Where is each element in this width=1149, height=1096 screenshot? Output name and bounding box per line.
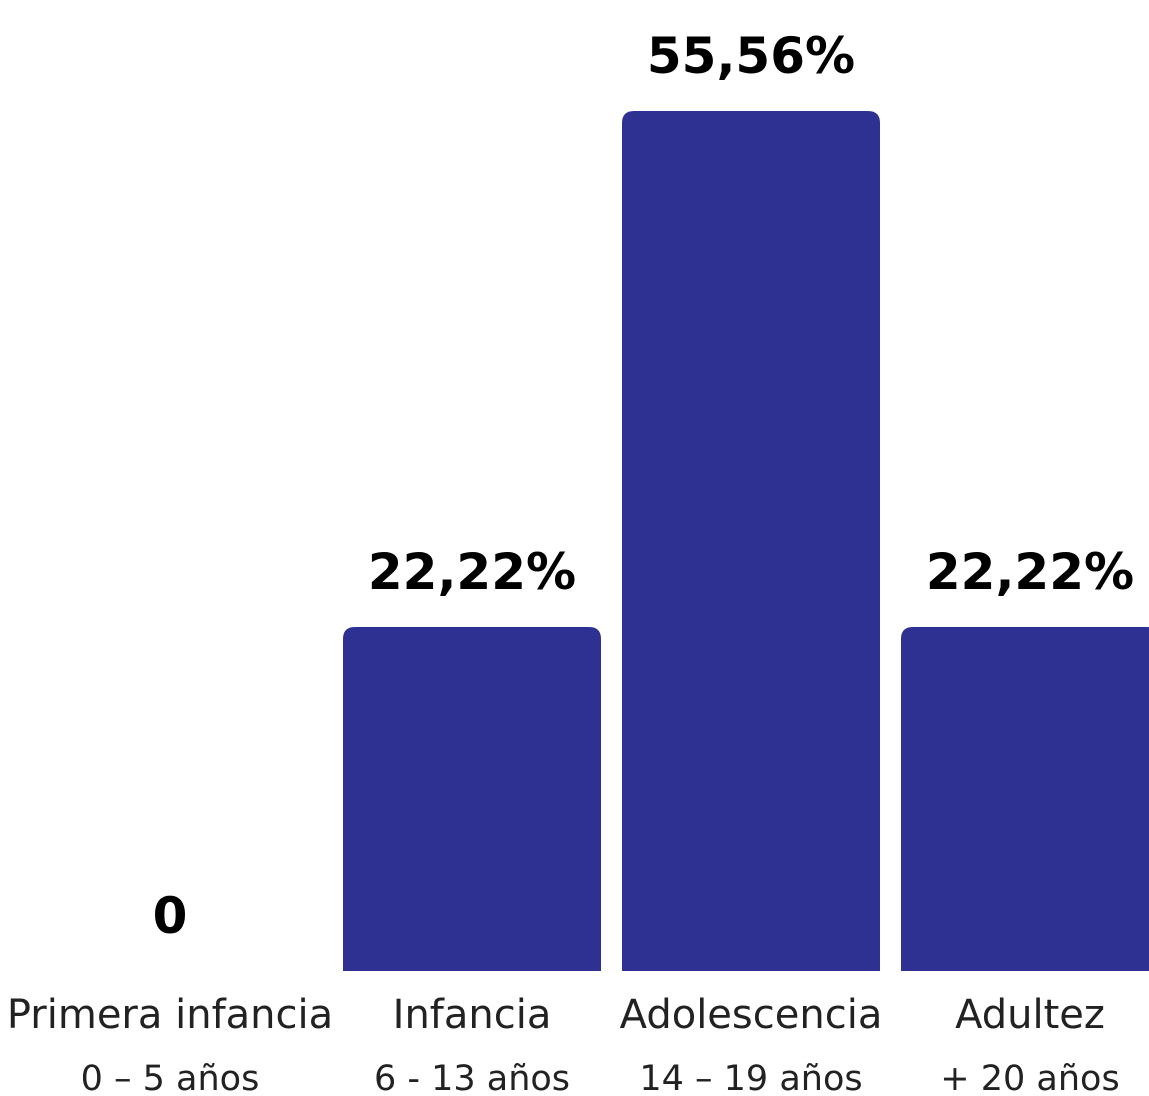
category-label-infancia: Infancia xyxy=(393,992,552,1038)
bar-infancia xyxy=(343,627,601,971)
value-label-adultez: 22,22% xyxy=(926,543,1134,601)
age-range-label-adultez: + 20 años xyxy=(940,1059,1119,1096)
bar-adolescencia xyxy=(622,111,880,971)
value-label-adolescencia: 55,56% xyxy=(647,27,855,85)
value-label-infancia: 22,22% xyxy=(368,543,576,601)
category-label-adultez: Adultez xyxy=(955,992,1105,1038)
bar-adultez xyxy=(901,627,1149,971)
age-range-label-infancia: 6 - 13 años xyxy=(374,1059,570,1096)
age-range-label-primera-infancia: 0 – 5 años xyxy=(81,1059,260,1096)
category-label-adolescencia: Adolescencia xyxy=(620,992,883,1038)
value-label-primera-infancia: 0 xyxy=(153,887,188,945)
age-range-label-adolescencia: 14 – 19 años xyxy=(639,1059,862,1096)
category-label-primera-infancia: Primera infancia xyxy=(7,992,333,1038)
